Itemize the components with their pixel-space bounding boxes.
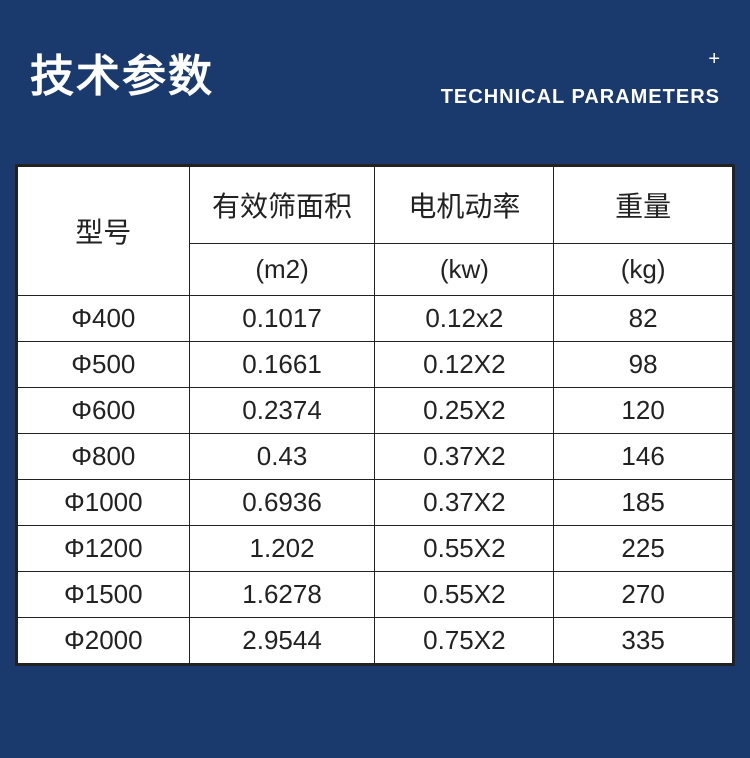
- col-unit-weight: (kg): [554, 244, 733, 296]
- col-header-area: 有效筛面积: [189, 167, 375, 244]
- plus-icon: +: [708, 48, 720, 71]
- cell-weight: 82: [554, 296, 733, 342]
- table-row: Φ400 0.1017 0.12x2 82: [18, 296, 733, 342]
- cell-power: 0.25X2: [375, 388, 554, 434]
- cell-area: 1.202: [189, 526, 375, 572]
- table-row: Φ1200 1.202 0.55X2 225: [18, 526, 733, 572]
- cell-power: 0.75X2: [375, 618, 554, 664]
- spec-table: 型号 有效筛面积 电机动率 重量 (m2) (kw) (kg) Φ400 0.1…: [17, 166, 733, 664]
- cell-weight: 120: [554, 388, 733, 434]
- cell-model: Φ400: [18, 296, 190, 342]
- cell-weight: 335: [554, 618, 733, 664]
- cell-model: Φ2000: [18, 618, 190, 664]
- cell-model: Φ1200: [18, 526, 190, 572]
- col-header-power: 电机动率: [375, 167, 554, 244]
- table-row: Φ600 0.2374 0.25X2 120: [18, 388, 733, 434]
- table-row: Φ1000 0.6936 0.37X2 185: [18, 480, 733, 526]
- cell-weight: 98: [554, 342, 733, 388]
- cell-weight: 146: [554, 434, 733, 480]
- cell-power: 0.12x2: [375, 296, 554, 342]
- cell-weight: 270: [554, 572, 733, 618]
- cell-weight: 225: [554, 526, 733, 572]
- cell-power: 0.55X2: [375, 526, 554, 572]
- cell-weight: 185: [554, 480, 733, 526]
- table-row: Φ500 0.1661 0.12X2 98: [18, 342, 733, 388]
- spec-table-container: 型号 有效筛面积 电机动率 重量 (m2) (kw) (kg) Φ400 0.1…: [15, 164, 735, 666]
- cell-model: Φ1000: [18, 480, 190, 526]
- table-header-row: 型号 有效筛面积 电机动率 重量: [18, 167, 733, 244]
- cell-power: 0.37X2: [375, 434, 554, 480]
- cell-model: Φ500: [18, 342, 190, 388]
- cell-area: 0.6936: [189, 480, 375, 526]
- table-row: Φ1500 1.6278 0.55X2 270: [18, 572, 733, 618]
- col-header-model: 型号: [18, 167, 190, 296]
- cell-area: 2.9544: [189, 618, 375, 664]
- page-title-en: TECHNICAL PARAMETERS: [441, 86, 720, 109]
- col-header-weight: 重量: [554, 167, 733, 244]
- cell-area: 0.43: [189, 434, 375, 480]
- table-row: Φ2000 2.9544 0.75X2 335: [18, 618, 733, 664]
- cell-power: 0.12X2: [375, 342, 554, 388]
- cell-power: 0.37X2: [375, 480, 554, 526]
- cell-model: Φ600: [18, 388, 190, 434]
- col-unit-power: (kw): [375, 244, 554, 296]
- table-row: Φ800 0.43 0.37X2 146: [18, 434, 733, 480]
- cell-power: 0.55X2: [375, 572, 554, 618]
- cell-model: Φ1500: [18, 572, 190, 618]
- cell-area: 0.2374: [189, 388, 375, 434]
- header: 技术参数 + TECHNICAL PARAMETERS: [0, 0, 750, 134]
- col-unit-area: (m2): [189, 244, 375, 296]
- cell-area: 0.1661: [189, 342, 375, 388]
- cell-area: 0.1017: [189, 296, 375, 342]
- cell-area: 1.6278: [189, 572, 375, 618]
- cell-model: Φ800: [18, 434, 190, 480]
